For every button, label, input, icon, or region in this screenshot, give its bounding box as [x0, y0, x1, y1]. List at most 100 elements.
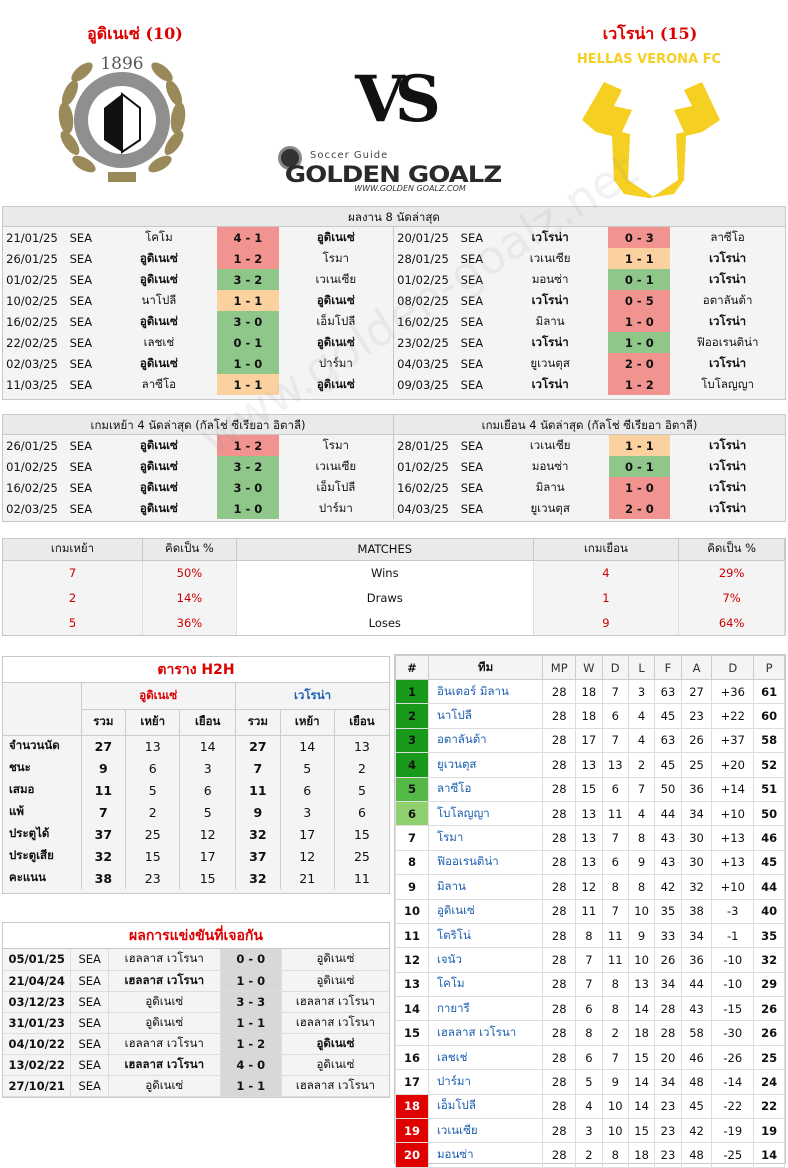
league-stat: 28 [542, 1044, 577, 1071]
team-home: อูดิเนเซ่ [108, 1012, 220, 1034]
h2h-value: 5 [333, 779, 389, 801]
team-home: เวโรน่า [531, 229, 569, 244]
league-stat: 7 [601, 825, 629, 851]
league-stat: 18 [627, 1020, 656, 1046]
league-team: เจนัว [427, 947, 544, 973]
league-stat: 48 [680, 1069, 713, 1095]
vs-text: VS [355, 62, 441, 137]
league-stat: 45 [753, 849, 785, 876]
league-row: 1 อินเตอร์ มิลาน 28 18 7 3 63 27 +36 61 [395, 678, 785, 705]
league-code: SEA [460, 356, 484, 371]
meeting-date: 05/01/25 [3, 949, 71, 971]
h2h-row-label: แพ้ [9, 804, 24, 818]
h2h-value: 2 [125, 801, 180, 823]
league-position: 10 [395, 898, 429, 924]
league-code: SEA [70, 1075, 109, 1097]
h2h-value: 5 [179, 801, 236, 823]
h2h-sub-row: รวม เหย้า เยือน รวม เหย้า เยือน [3, 709, 389, 736]
h2h-value: 37 [235, 845, 281, 867]
league-code: SEA [460, 293, 484, 308]
soccer-ball-icon [278, 146, 302, 170]
league-stat: 10 [601, 1118, 629, 1144]
league-position: 11 [395, 922, 429, 949]
h2h-subheader: เยือน [179, 709, 236, 736]
form-row: 04/03/25 SEA ยูเวนตุส 2 - 0 เวโรน่า [394, 353, 785, 374]
match-date: 04/03/25 [397, 356, 449, 371]
league-position: 9 [395, 874, 429, 900]
league-stat: 11 [575, 898, 603, 924]
form-row: 16/02/25 SEA อูดิเนเซ่ 3 - 0 เอ็มโปลี [3, 311, 393, 332]
team-away: ปาร์มา [318, 500, 353, 515]
match-date: 10/02/25 [6, 293, 58, 308]
team-away: อตาลันต้า [702, 292, 753, 307]
h2h-row-label: คะแนน [9, 870, 47, 884]
league-stat: 2 [601, 1020, 629, 1046]
h2h-value: 3 [279, 801, 335, 823]
meeting-date: 27/10/21 [3, 1075, 71, 1097]
league-header-5: L [627, 655, 656, 680]
league-team: อินเตอร์ มิลาน [427, 678, 544, 705]
team-home: อูดิเนเซ่ [139, 437, 178, 452]
league-row: 7 โรมา 28 13 7 8 43 30 +13 46 [395, 825, 785, 851]
last8-away-table: 20/01/25 SEA เวโรน่า 0 - 3 ลาซีโอ 28/01/25 SEA… [394, 227, 785, 395]
league-stat: 7 [601, 727, 629, 754]
league-stat: -10 [711, 971, 755, 998]
team-away: โรมา [322, 250, 350, 265]
league-stat: 40 [753, 898, 785, 924]
league-stat: 2 [627, 752, 656, 778]
match-score: 1 - 1 [608, 248, 671, 269]
league-stat: 28 [654, 1020, 682, 1046]
league-row: 14 กายารี 28 6 8 14 28 43 -15 26 [395, 996, 785, 1022]
league-stat: 9 [627, 922, 656, 949]
form-row: 16/02/25 SEA มิลาน 1 - 0 เวโรน่า [394, 477, 785, 498]
match-score: 3 - 2 [217, 456, 279, 477]
meeting-score: 3 - 3 [219, 991, 282, 1013]
team-away: เอ็มโปลี [316, 313, 356, 328]
league-team: โคโม [427, 971, 544, 998]
form-row: 01/02/25 SEA มอนซ่า 0 - 1 เวโรน่า [394, 269, 785, 290]
h2h-home-name: อูดิเนเซ่ [80, 683, 236, 710]
league-stat: 43 [654, 849, 682, 876]
form-row: 23/02/25 SEA เวโรน่า 1 - 0 ฟิออเรนติน่า [394, 332, 785, 353]
league-stat: 10 [627, 898, 656, 924]
h2h-value: 2 [333, 757, 389, 779]
away-percent: 7% [678, 585, 785, 610]
away-count: 9 [533, 610, 680, 635]
league-code: SEA [69, 293, 93, 308]
league-row: 6 โบโลญญา 28 13 11 4 44 34 +10 50 [395, 800, 785, 827]
league-stat: 28 [542, 727, 577, 754]
league-stat: 7 [627, 776, 656, 802]
league-stat: 7 [601, 1044, 629, 1071]
league-position: 12 [395, 947, 429, 973]
league-code: SEA [69, 272, 93, 287]
league-row: 11 โตริโน่ 28 8 11 9 33 34 -1 35 [395, 922, 785, 949]
league-row: 13 โคโม 28 7 8 13 34 44 -10 29 [395, 971, 785, 998]
league-header-1: ทีม [427, 655, 544, 680]
form-row: 02/03/25 SEA อูดิเนเซ่ 1 - 0 ปาร์มา [3, 498, 393, 519]
h2h-row-label: ชนะ [9, 760, 31, 774]
meeting-date: 03/12/23 [3, 991, 71, 1013]
form-row: 26/01/25 SEA อูดิเนเซ่ 1 - 2 โรมา [3, 435, 393, 456]
team-home: อูดิเนเซ่ [139, 500, 178, 515]
meeting-row: 31/01/23 SEA อูดิเนเซ่ 1 - 1 เฮลลาส เวโรนา [3, 1012, 389, 1034]
matches-table: เกมเหย้า คิดเป็น % MATCHES เกมเยือน คิดเป็น … [3, 539, 785, 635]
league-stat: 8 [627, 825, 656, 851]
last8-title: ผลงาน 8 นัดล่าสุด [3, 207, 785, 227]
team-away: เวโรน่า [709, 313, 747, 328]
team-away: อูดิเนเซ่ [280, 970, 389, 992]
team-home: มิลาน [535, 479, 565, 494]
league-stat: 11 [601, 922, 629, 949]
league-team: เฮลลาส เวโรนา [427, 1020, 544, 1046]
league-stat: 51 [753, 776, 785, 802]
league-team: อตาลันต้า [427, 727, 544, 754]
league-stat: 46 [753, 825, 785, 851]
match-date: 26/01/25 [6, 438, 58, 453]
h2h-row: ชนะ 9 6 3 7 5 2 [3, 757, 389, 779]
team-away: อูดิเนเซ่ [280, 1054, 389, 1076]
league-stat: 14 [627, 1069, 656, 1095]
league-position: 17 [395, 1069, 429, 1095]
league-stat: 63 [654, 678, 682, 705]
team-home: อูดิเนเซ่ [108, 991, 220, 1013]
h2h-value: 14 [279, 735, 335, 757]
league-stat: 28 [542, 1118, 577, 1144]
